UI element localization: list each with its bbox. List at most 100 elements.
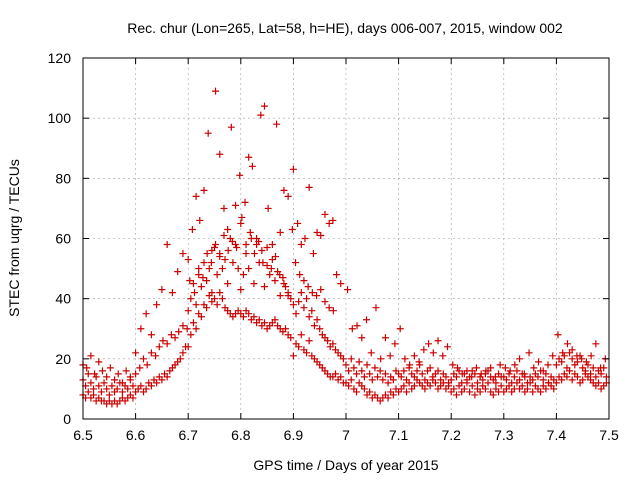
data-point: [463, 367, 471, 375]
data-point: [279, 274, 287, 282]
data-point: [558, 358, 566, 366]
data-point: [212, 87, 220, 95]
data-point: [377, 355, 385, 363]
data-point: [304, 283, 312, 291]
data-point: [90, 385, 98, 393]
data-point: [103, 385, 111, 393]
data-point: [187, 331, 195, 339]
data-point: [232, 241, 240, 249]
data-point: [199, 274, 207, 282]
data-point: [238, 213, 246, 221]
data-point: [264, 204, 272, 212]
x-tick-label: 6.6: [126, 427, 146, 443]
data-point: [324, 337, 332, 345]
data-point: [289, 165, 297, 173]
data-point: [245, 265, 253, 273]
data-point: [489, 391, 497, 399]
data-point: [187, 295, 195, 303]
data-point: [309, 250, 317, 258]
y-tick-label: 40: [55, 291, 71, 307]
data-point: [581, 367, 589, 375]
data-point: [337, 373, 345, 381]
data-point: [176, 355, 184, 363]
data-point: [129, 382, 137, 390]
data-point: [186, 277, 194, 285]
data-point: [530, 364, 538, 372]
data-point: [192, 192, 200, 200]
chart-title: Rec. chur (Lon=265, Lat=58, h=HE), days …: [127, 20, 563, 36]
data-point: [402, 388, 410, 396]
data-point: [237, 219, 245, 227]
data-point: [511, 361, 519, 369]
data-point: [449, 361, 457, 369]
data-point: [137, 325, 145, 333]
data-point: [421, 385, 429, 393]
data-point: [589, 364, 597, 372]
data-point: [203, 250, 211, 258]
data-point: [132, 349, 140, 357]
data-point: [360, 373, 368, 381]
data-point: [597, 370, 605, 378]
data-point: [308, 289, 316, 297]
data-point: [300, 304, 308, 312]
data-point: [329, 307, 337, 315]
data-point: [152, 352, 160, 360]
data-point: [153, 379, 161, 387]
data-point: [592, 340, 600, 348]
data-point: [396, 325, 404, 333]
data-point: [325, 304, 333, 312]
data-point: [179, 322, 187, 330]
data-point: [118, 388, 126, 396]
data-point: [295, 298, 303, 306]
data-point: [502, 376, 510, 384]
data-point: [520, 370, 528, 378]
data-point: [168, 289, 176, 297]
data-point: [305, 313, 313, 321]
data-point: [347, 355, 355, 363]
data-point: [321, 298, 329, 306]
data-point: [213, 301, 221, 309]
data-point: [472, 364, 480, 372]
data-point: [496, 361, 504, 369]
data-point: [175, 328, 183, 336]
data-point: [554, 331, 562, 339]
data-point: [316, 325, 324, 333]
data-point: [329, 340, 337, 348]
data-point: [83, 364, 91, 372]
data-point: [426, 382, 434, 390]
data-point: [347, 376, 355, 384]
data-point: [410, 352, 418, 360]
data-point: [132, 370, 140, 378]
y-axis-label: STEC from uqrg / TECUs: [6, 159, 22, 317]
data-point: [216, 289, 224, 297]
data-point: [568, 355, 576, 363]
data-point: [549, 352, 557, 360]
data-point: [236, 171, 244, 179]
x-tick-labels: 6.5 6.6 6.7 6.8 6.9 7 7.1 7.2 7.3 7.4 7.5: [73, 427, 619, 443]
data-point: [542, 385, 550, 393]
data-point: [597, 364, 605, 372]
data-point: [535, 358, 543, 366]
data-point: [305, 337, 313, 345]
y-tick-label: 120: [48, 50, 72, 66]
data-point: [218, 265, 226, 273]
data-point: [188, 225, 196, 233]
data-point: [297, 289, 305, 297]
data-point: [431, 379, 439, 387]
data-point: [284, 192, 292, 200]
data-point: [592, 373, 600, 381]
y-tick-labels: 0 20 40 60 80 100 120: [48, 50, 72, 427]
data-point: [344, 286, 352, 294]
data-point: [374, 373, 382, 381]
data-point: [248, 162, 256, 170]
data-point: [300, 277, 308, 285]
x-tick-label: 6.8: [231, 427, 251, 443]
data-point: [276, 292, 284, 300]
data-point: [195, 265, 203, 273]
data-point: [513, 367, 521, 375]
data-point: [239, 313, 247, 321]
data-point: [301, 235, 309, 242]
data-point: [363, 316, 371, 324]
data-point: [280, 280, 288, 288]
data-point: [458, 379, 466, 387]
